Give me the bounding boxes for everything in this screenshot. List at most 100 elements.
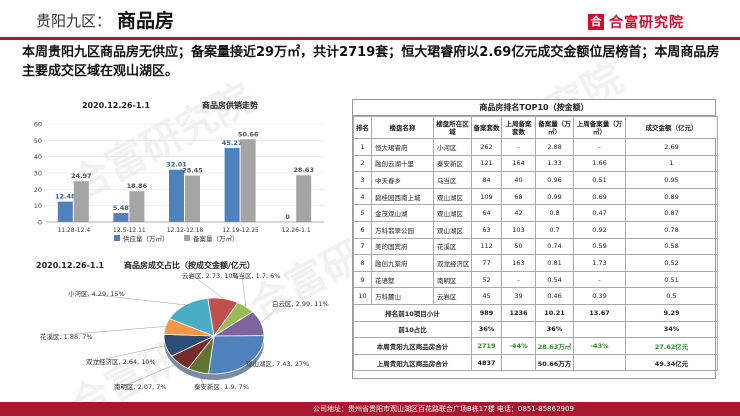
table-cell: 万科麓山	[371, 287, 434, 305]
legend-label: 备案量（万㎡）	[193, 234, 239, 243]
summary-cell: 989	[471, 303, 502, 322]
table-cell: 观山湖区	[433, 204, 472, 222]
table-cell: 0.54	[535, 270, 574, 289]
summary-cell	[573, 320, 626, 339]
slice-label: 云岩区, 2.73, 10%	[182, 271, 239, 280]
table-cell: 39	[501, 287, 536, 305]
table-cell: 77	[471, 254, 502, 272]
table-cell: 恒大珺睿府	[371, 138, 434, 156]
summary-cell: 49.34亿元	[625, 353, 718, 372]
leader-line	[260, 302, 283, 324]
summary-cell: 10.21	[535, 303, 574, 322]
y-tick-label: 50	[34, 137, 42, 145]
table-cell: 美的国宾府	[371, 237, 434, 256]
leader-line	[191, 274, 224, 299]
supply-sales-bar-chart: 2020.12.26-1.1 商品房供销走势 0 10 20 30 40 50 60 12.48 2…	[34, 100, 324, 243]
table-cell: 9	[353, 270, 372, 289]
table-cell: 8	[353, 254, 372, 272]
leader-line	[197, 371, 205, 387]
summary-label: 排名前10项目小计	[353, 303, 472, 322]
summary-row: 排名前10项目小计 989 1236 10.21 13.67 9.29	[353, 303, 718, 322]
table-row: 9 花语墅 南明区 52-0.54-0.51	[353, 270, 718, 289]
table-cell: 0.89	[625, 187, 718, 206]
bar-chart-title: 商品房供销走势	[202, 100, 258, 110]
company-logo: 合 合富研究院	[588, 12, 684, 32]
summary-label: 本周贵阳九区商品房合计	[353, 337, 472, 355]
table-cell: -	[501, 138, 536, 156]
ranking-table-panel: 商品房排名TOP10（按金额） 排名 楼盘名称 楼盘所在区域 备案套数 上周备案套数 备案…	[352, 99, 718, 379]
table-cell: 0.39	[573, 287, 626, 305]
table-cell: 52	[471, 270, 502, 289]
data-label: 28.63	[293, 166, 314, 174]
page-header: 贵阳九区： 商品房 合 合富研究院	[0, 0, 740, 42]
table-cell: 2	[353, 154, 372, 173]
table-body: 1 恒大珺睿府 小河区 262-2.88-2.69 2 融创云湖十里 泰安新区 121 164 1…	[353, 138, 718, 372]
bar-supply	[57, 201, 73, 222]
table-cell: 碧桂园西南上城	[371, 187, 434, 206]
summary-row: 前10占比 36% 36% 34%	[353, 320, 718, 339]
leader-line	[77, 292, 186, 306]
pie-chart-title: 商品房成交占比（按成交金额/亿元）	[124, 260, 255, 270]
data-label: 28.45	[182, 167, 203, 175]
leader-line	[241, 274, 247, 307]
table-cell: 0.47	[573, 204, 626, 222]
table-cell: 0.99	[535, 187, 574, 206]
data-label: 18.86	[127, 182, 148, 190]
bar-supply	[169, 169, 184, 222]
summary-cell: 50.66万方	[535, 353, 574, 372]
column-header: 备案量（万㎡）	[535, 116, 574, 139]
column-header: 排名	[353, 116, 372, 139]
table-row: 2 融创云湖十里 泰安新区 121 164 1.33 1.66 1	[353, 154, 718, 173]
table-cell: 0.8	[535, 204, 574, 222]
table-cell: 5	[353, 204, 372, 222]
table-cell: 84	[471, 171, 502, 189]
slice-label: 南明区, 2.07, 7%	[114, 382, 167, 391]
slice-label: 花溪区, 1.88, 7%	[40, 332, 93, 341]
table-cell: 0.92	[573, 220, 626, 239]
summary-cell: 34%	[625, 320, 718, 339]
summary-cell: 4837	[471, 353, 502, 372]
table-cell: 112	[471, 237, 502, 256]
table-cell: 0.46	[535, 287, 574, 305]
summary-cell: 27.62亿元	[625, 337, 718, 355]
bar-supply	[113, 213, 129, 222]
bar-chart-date: 2020.12.26-1.1	[82, 101, 151, 110]
x-tick-label: 12.26-1.1	[282, 227, 311, 234]
y-tick-label: 60	[34, 121, 42, 129]
summary-cell: 1236	[501, 303, 536, 322]
column-header: 上周备案量（万㎡）	[573, 116, 626, 139]
logo-mark-icon: 合	[588, 14, 604, 30]
table-row: 8 融创九棠府 双龙经济区 77 163 0.81 1.73 0.52	[353, 254, 718, 272]
table-cell: 花语墅	[371, 270, 434, 289]
leader-line	[95, 345, 166, 362]
district-label: 贵阳九区：	[36, 12, 112, 30]
header-divider	[0, 37, 740, 40]
leader-line	[49, 326, 166, 337]
table-cell: 4	[353, 187, 372, 206]
headline-summary: 本周贵阳九区商品房无供应；备案量接近29万㎡，共计2719套；恒大珺睿府以2.6…	[22, 45, 720, 79]
table-cell: 103	[501, 220, 536, 239]
table-row: 1 恒大珺睿府 小河区 262-2.88-2.69	[353, 138, 718, 156]
page-footer: 公司地址：贵州省贵阳市观山湖区百花路联合广场B栋17楼 电话：0851-8586…	[0, 402, 740, 416]
pie-slice	[163, 318, 215, 337]
table-cell: 观山湖区	[433, 187, 472, 206]
table-cell: 0.58	[625, 237, 718, 256]
table-cell: 0.7	[535, 220, 574, 239]
data-label: 45.27	[222, 139, 243, 147]
charts-panel: 2020.12.26-1.1 商品房供销走势 0 10 20 30 40 50 60 12.48 2…	[24, 92, 344, 397]
summary-cell: 13.67	[573, 303, 626, 322]
table-cell: 0.52	[625, 254, 718, 272]
data-label: 0	[285, 213, 290, 221]
summary-cell: 36%	[535, 320, 574, 339]
table-row: 4 碧桂园西南上城 观山湖区 109 68 0.99 0.69 0.89	[353, 187, 718, 206]
table-cell: 45	[471, 287, 502, 305]
summary-cell: 9.29	[625, 303, 718, 322]
table-cell: 164	[501, 154, 536, 173]
y-tick-label: 20	[34, 186, 42, 194]
legend-label: 供应量（万㎡）	[123, 234, 169, 243]
table-cell: 63	[471, 220, 502, 239]
legend-swatch	[184, 235, 190, 241]
data-label: 24.97	[71, 172, 92, 180]
table-cell: 109	[471, 187, 502, 206]
slice-label: 小河区, 4.29, 15%	[68, 289, 125, 298]
